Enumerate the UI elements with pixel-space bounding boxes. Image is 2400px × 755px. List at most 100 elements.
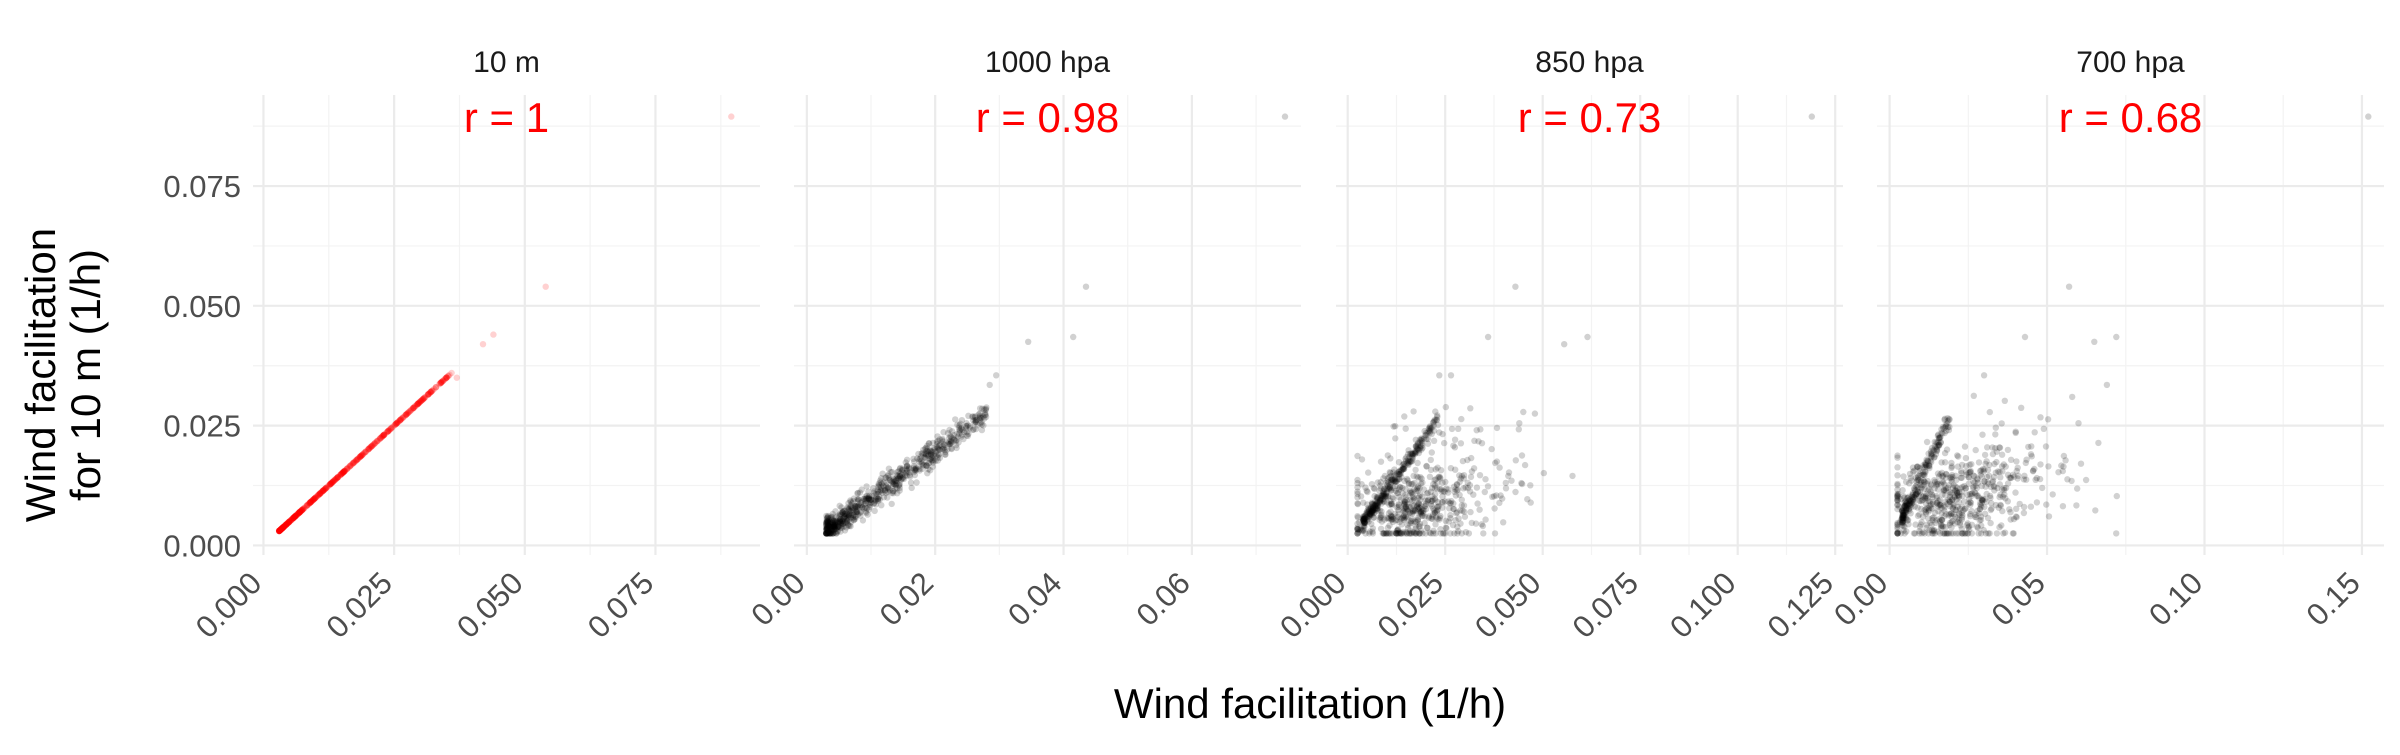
scatter-point <box>1440 488 1447 495</box>
scatter-point <box>276 527 283 535</box>
scatter-point <box>275 527 283 535</box>
scatter-point <box>310 495 318 503</box>
scatter-point <box>964 432 972 440</box>
scatter-point <box>1366 511 1373 518</box>
scatter-point <box>851 502 858 510</box>
scatter-point <box>437 379 444 386</box>
scatter-point <box>845 511 852 518</box>
scatter-point <box>1385 485 1392 492</box>
scatter-point <box>1949 504 1956 511</box>
scatter-point <box>440 377 447 384</box>
scatter-point <box>934 444 941 452</box>
scatter-point <box>865 495 873 503</box>
scatter-point <box>349 460 356 467</box>
scatter-point <box>1491 505 1498 512</box>
scatter-point <box>977 420 984 427</box>
scatter-point <box>2037 414 2044 421</box>
scatter-point <box>304 502 311 509</box>
scatter-point <box>1371 485 1378 493</box>
scatter-point <box>1935 486 1942 493</box>
scatter-point <box>281 523 288 530</box>
scatter-point <box>886 476 893 484</box>
scatter-point <box>941 451 949 458</box>
scatter-point <box>828 526 836 533</box>
scatter-point <box>330 477 338 484</box>
scatter-point <box>2029 468 2037 475</box>
scatter-point <box>335 473 342 481</box>
scatter-point <box>923 451 930 458</box>
scatter-point <box>963 423 970 430</box>
scatter-point <box>842 519 849 526</box>
scatter-point <box>893 472 901 479</box>
scatter-point <box>297 508 304 515</box>
scatter-point <box>910 463 918 470</box>
scatter-point <box>930 445 938 452</box>
scatter-point <box>327 480 334 487</box>
scatter-point <box>1966 495 1973 503</box>
scatter-point <box>2045 513 2053 520</box>
scatter-point <box>1427 425 1435 432</box>
scatter-point <box>291 513 299 520</box>
scatter-point <box>890 478 897 486</box>
scatter-point <box>863 505 870 512</box>
scatter-point <box>868 496 875 503</box>
scatter-point <box>1942 492 1949 499</box>
scatter-point <box>848 505 856 512</box>
scatter-point <box>418 397 425 404</box>
scatter-point <box>311 494 319 502</box>
scatter-point <box>326 481 334 488</box>
scatter-point <box>279 524 287 531</box>
scatter-point <box>932 457 939 464</box>
scatter-point <box>2006 506 2013 513</box>
scatter-point <box>930 457 937 464</box>
scatter-point <box>825 529 833 536</box>
scatter-point <box>334 474 341 481</box>
scatter-point <box>1386 482 1393 489</box>
correlation-label: r = 0.68 <box>2059 94 2203 141</box>
scatter-point <box>861 501 868 508</box>
scatter-point <box>334 474 341 481</box>
scatter-point <box>303 502 310 510</box>
scatter-point <box>1360 517 1367 524</box>
scatter-point <box>827 527 834 534</box>
scatter-point <box>389 423 396 431</box>
scatter-point <box>354 456 361 463</box>
scatter-point <box>1986 408 1994 416</box>
scatter-point <box>277 526 285 533</box>
scatter-point <box>278 525 286 532</box>
x-tick-label: 0.000 <box>189 565 269 645</box>
scatter-point <box>1427 456 1435 464</box>
scatter-point <box>279 524 286 532</box>
scatter-point <box>865 495 873 503</box>
scatter-point <box>417 397 425 405</box>
scatter-point <box>828 522 836 529</box>
scatter-point <box>829 522 837 529</box>
scatter-point <box>331 476 339 484</box>
scatter-point <box>276 527 283 535</box>
scatter-point <box>2075 420 2082 427</box>
scatter-point <box>825 519 832 526</box>
scatter-point <box>364 446 372 453</box>
scatter-point <box>897 473 904 480</box>
scatter-point <box>837 528 844 535</box>
scatter-point <box>945 435 953 442</box>
scatter-point <box>396 417 404 424</box>
scatter-point <box>867 499 875 506</box>
scatter-point <box>1370 514 1377 521</box>
scatter-point <box>309 496 317 504</box>
scatter-point <box>329 479 336 486</box>
scatter-point <box>828 524 835 531</box>
scatter-point <box>280 523 287 531</box>
scatter-point <box>322 484 330 492</box>
scatter-point <box>296 508 303 516</box>
scatter-point <box>835 523 842 530</box>
scatter-point <box>314 492 321 499</box>
scatter-point <box>1422 502 1429 510</box>
scatter-point <box>1426 424 1433 431</box>
scatter-point <box>845 505 852 513</box>
scatter-point <box>1386 530 1393 537</box>
scatter-point <box>864 511 871 518</box>
scatter-point <box>1955 530 1962 537</box>
y-tick-label: 0.075 <box>163 169 241 204</box>
scatter-point <box>1808 113 1816 120</box>
